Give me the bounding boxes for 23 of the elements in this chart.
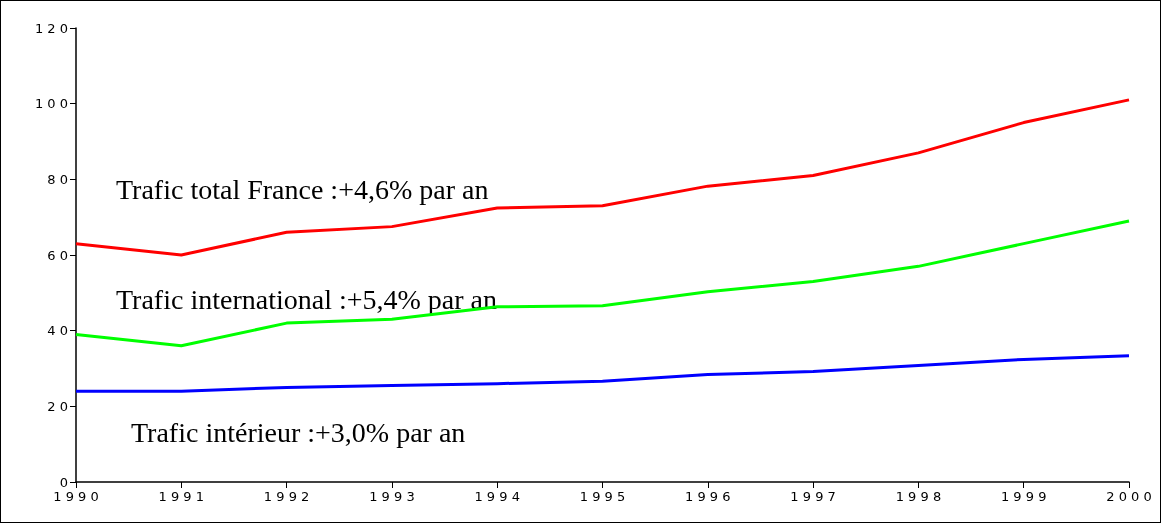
y-tick-label: 0 bbox=[59, 474, 68, 490]
x-tick-label: 1 9 9 6 bbox=[685, 489, 731, 504]
y-tick-label: 6 0 bbox=[47, 247, 68, 263]
x-tick-label: 1 9 9 0 bbox=[53, 489, 99, 504]
x-tick-label: 1 9 9 5 bbox=[579, 489, 626, 504]
x-tick-label: 2 0 0 0 bbox=[1106, 489, 1152, 504]
x-tick-label: 1 9 9 2 bbox=[263, 489, 310, 504]
x-tick-label: 1 9 9 8 bbox=[895, 489, 942, 504]
x-tick-label: 1 9 9 4 bbox=[474, 489, 520, 504]
x-tick-label: 1 9 9 9 bbox=[1000, 489, 1047, 504]
line-series bbox=[74, 354, 1131, 393]
line-series bbox=[74, 98, 1131, 257]
y-tick-label: 1 2 0 bbox=[34, 20, 68, 36]
y-tick-label: 8 0 bbox=[47, 171, 68, 187]
x-tick-label: 1 9 9 3 bbox=[369, 489, 415, 504]
y-tick-label: 2 0 bbox=[47, 398, 68, 414]
x-tick-label: 1 9 9 1 bbox=[158, 489, 205, 504]
annotation: Trafic intérieur :+3,0% par an bbox=[131, 416, 466, 448]
line-series bbox=[74, 219, 1131, 348]
annotation: Trafic total France :+4,6% par an bbox=[116, 173, 489, 205]
y-tick-label: 4 0 bbox=[47, 323, 68, 339]
x-tick-label: 1 9 9 7 bbox=[790, 489, 836, 504]
y-tick-label: 1 0 0 bbox=[34, 96, 68, 112]
